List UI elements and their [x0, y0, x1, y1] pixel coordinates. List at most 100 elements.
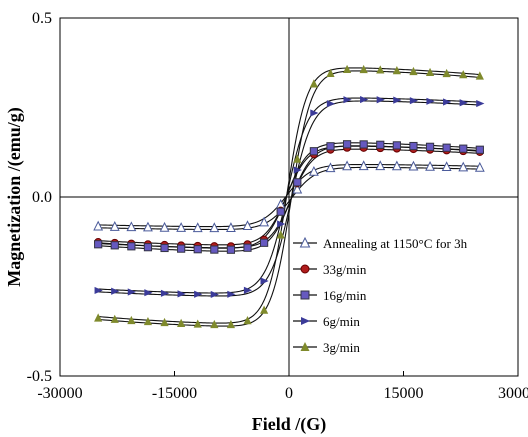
series-marker	[94, 313, 103, 322]
series-marker	[277, 220, 286, 228]
zero-axes	[60, 18, 518, 376]
legend-label: 6g/min	[323, 314, 360, 329]
x-tick-label: -30000	[37, 385, 82, 402]
series-marker	[442, 143, 451, 152]
series-marker	[177, 290, 186, 298]
series-marker	[326, 100, 336, 108]
legend-label: 3g/min	[323, 340, 360, 355]
tick-labels: -30000 -15000 0 15000 30000 -0.5 0.0 0.5	[27, 10, 528, 402]
series-marker	[408, 160, 419, 171]
series-marker	[359, 140, 368, 149]
series-marker	[342, 64, 352, 74]
x-tick-label: 30000	[498, 385, 528, 402]
series-marker	[126, 221, 137, 232]
series-marker	[326, 142, 335, 151]
series-line	[98, 163, 480, 228]
series-marker	[260, 277, 269, 285]
series-marker	[127, 288, 136, 296]
series-marker	[409, 141, 418, 151]
series-marker	[276, 207, 285, 216]
legend-marker	[300, 264, 310, 274]
series-marker	[194, 290, 203, 298]
series-marker	[392, 141, 401, 150]
series-marker	[160, 243, 169, 253]
series-marker	[109, 220, 120, 231]
series-marker	[426, 97, 435, 105]
series-marker	[260, 238, 269, 247]
series-marker	[475, 71, 484, 80]
y-tick-label: 0.0	[32, 189, 52, 206]
series-marker	[226, 245, 236, 254]
series-marker	[425, 67, 435, 77]
series-marker	[226, 222, 236, 232]
series-marker	[393, 96, 402, 104]
series-marker	[94, 286, 103, 295]
series-marker	[226, 319, 236, 329]
series-marker	[110, 314, 119, 323]
series-marker	[260, 305, 269, 314]
legend-marker	[301, 317, 310, 325]
series-marker	[243, 316, 252, 325]
series-marker	[376, 96, 385, 104]
x-axis-title: Field /(G)	[252, 414, 327, 435]
series-marker	[227, 290, 236, 298]
series-marker	[325, 162, 336, 173]
series-marker	[292, 183, 303, 194]
series-marker	[441, 161, 452, 172]
series-marker	[358, 160, 369, 171]
series-marker	[242, 220, 253, 231]
series-marker	[326, 68, 335, 77]
series-marker	[127, 242, 136, 251]
series-marker	[425, 160, 435, 171]
series-marker	[293, 178, 302, 187]
legend-marker	[299, 236, 311, 248]
series-marker	[310, 109, 319, 117]
y-tick-label: 0.5	[32, 10, 52, 27]
series-marker	[193, 319, 202, 328]
series-marker	[343, 96, 352, 104]
series-marker	[143, 243, 153, 252]
series-marker	[243, 243, 252, 252]
series-marker	[159, 221, 170, 232]
x-tick-label: 0	[285, 385, 293, 402]
series-marker	[309, 79, 318, 88]
series-marker	[293, 154, 302, 163]
series-marker	[110, 241, 119, 250]
series-marker	[276, 230, 285, 239]
tick-marks	[59, 17, 519, 377]
series-marker	[459, 144, 468, 153]
series-marker	[474, 161, 485, 172]
series-marker	[458, 161, 469, 172]
series-marker	[409, 66, 418, 76]
series-marker	[243, 286, 253, 294]
series-marker	[359, 64, 368, 74]
series-marker	[144, 289, 153, 297]
y-tick-label: -0.5	[27, 368, 52, 385]
series-marker	[342, 160, 352, 171]
series-marker	[94, 240, 103, 249]
series-marker	[391, 160, 402, 171]
series-marker	[442, 68, 451, 78]
series-marker	[193, 245, 202, 254]
y-axis-title: Magnetization /(emu/g)	[4, 107, 25, 286]
legend-label: 33g/min	[323, 262, 367, 277]
series-marker	[309, 147, 318, 156]
series-marker	[409, 97, 419, 105]
series-marker	[143, 221, 153, 232]
series-marker	[143, 316, 153, 326]
series-marker	[177, 318, 186, 327]
series-marker	[375, 160, 386, 171]
series-marker	[376, 65, 385, 74]
series-marker	[342, 140, 352, 149]
series-marker	[459, 70, 468, 79]
legend-label: Annealing at 1150°C for 3h	[323, 236, 468, 251]
series-line	[98, 67, 480, 324]
legend-marker	[300, 290, 310, 300]
series-marker	[259, 216, 270, 227]
series-marker	[210, 319, 219, 329]
legend-label: 16g/min	[323, 288, 367, 303]
series-marker	[360, 95, 369, 104]
series-marker	[177, 244, 186, 253]
series-marker	[160, 289, 170, 297]
